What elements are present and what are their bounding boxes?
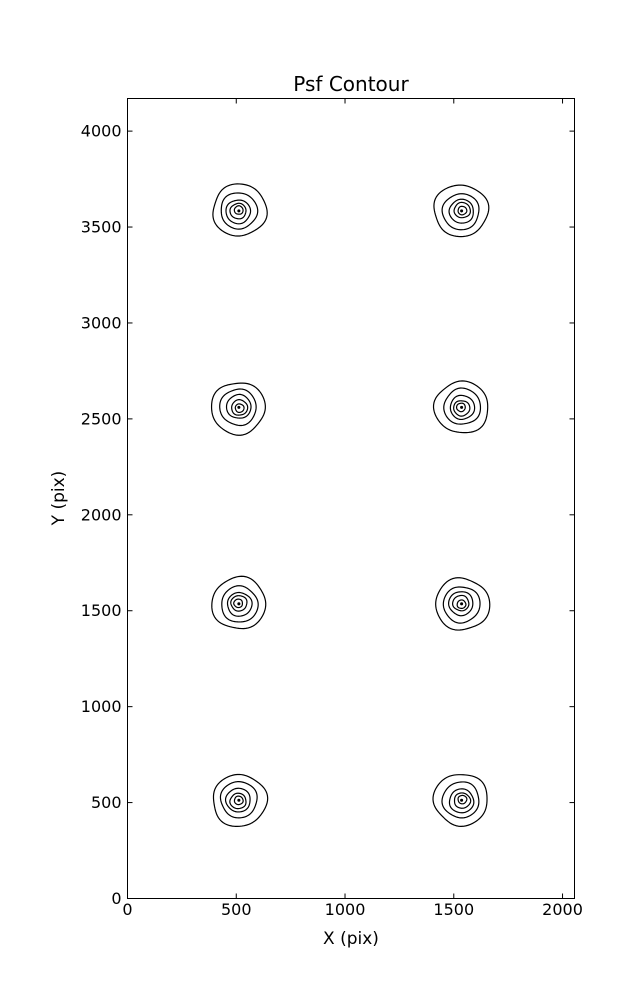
x-tick-label: 1500: [433, 900, 474, 919]
plot-title: Psf Contour: [293, 72, 409, 96]
contour-ring: [453, 400, 471, 417]
contour-ring: [229, 792, 247, 810]
contour-ring: [233, 598, 244, 609]
contour-ring: [441, 781, 480, 819]
y-tick-label: 4000: [81, 122, 122, 141]
psf-contour-cluster: [212, 183, 268, 237]
contour-center-dot: [237, 798, 241, 802]
y-tick-label: 2500: [81, 409, 122, 428]
contour-ring: [453, 792, 472, 809]
contour-ring: [448, 788, 475, 814]
contour-ring: [229, 202, 247, 220]
contour-ring: [225, 199, 252, 225]
x-tick-label: 2000: [542, 900, 583, 919]
contour-center-dot: [237, 405, 241, 409]
contour-ring: [225, 393, 252, 419]
y-tick-label: 1000: [81, 697, 122, 716]
contour-center-dot: [460, 798, 464, 802]
contour-ring: [211, 575, 267, 630]
psf-contour-cluster: [435, 577, 491, 631]
contour-ring: [457, 794, 468, 805]
contour-ring: [226, 591, 253, 617]
contour-ring: [219, 388, 257, 427]
psf-contour-cluster: [212, 773, 269, 827]
contour-ring: [234, 403, 245, 414]
contour-ring: [441, 193, 480, 231]
y-tick-label: 3500: [81, 218, 122, 237]
contour-center-dot: [237, 602, 241, 606]
contour-ring: [432, 380, 489, 434]
contour-ring: [448, 198, 474, 224]
contour-ring: [432, 774, 488, 827]
y-axis-label: Y (pix): [49, 471, 69, 527]
contour-ring: [456, 599, 467, 609]
contour-center-dot: [460, 602, 464, 606]
psf-contour-cluster: [432, 380, 489, 434]
y-tick-label: 3000: [81, 313, 122, 332]
contour-ring: [448, 591, 474, 617]
contour-ring: [435, 577, 491, 631]
y-tick-label: 0: [111, 889, 121, 908]
contour-ring: [233, 795, 244, 806]
contour-ring: [455, 402, 466, 413]
contour-center-dot: [460, 209, 464, 213]
y-tick-label: 2000: [81, 505, 122, 524]
contour-ring: [231, 399, 249, 416]
y-tick-label: 1500: [81, 601, 122, 620]
plot-generated-layer: 0 500 1000 1500 2000 0 500 1000 1500 2000 2500 3000…: [81, 98, 583, 919]
contour-ring: [210, 382, 266, 436]
contour-ring: [219, 781, 258, 819]
x-tick-label: 1000: [325, 900, 366, 919]
contour-ring: [230, 595, 248, 612]
x-axis-label: X (pix): [323, 929, 379, 949]
contour-ring: [224, 787, 251, 813]
contour-ring: [457, 205, 468, 216]
x-tick-label: 0: [122, 900, 132, 919]
contour-ring: [221, 585, 259, 623]
contour-ring: [453, 201, 471, 219]
contour-ring: [449, 394, 476, 421]
contour-ring: [212, 773, 269, 827]
x-tick-label: 500: [221, 900, 252, 919]
psf-contour-cluster: [432, 774, 488, 827]
psf-contour-cluster: [211, 575, 267, 630]
axes-frame: [127, 98, 575, 899]
contour-ring: [433, 184, 490, 238]
contour-ring: [233, 205, 244, 215]
contour-ring: [220, 192, 259, 230]
contour-ring: [442, 586, 481, 624]
contour-center-dot: [237, 209, 241, 213]
contour-center-dot: [460, 405, 464, 409]
contour-ring: [212, 183, 268, 237]
y-tick-label: 500: [91, 793, 122, 812]
psf-contour-cluster: [210, 382, 266, 436]
psf-contour-cluster: [433, 184, 490, 238]
contour-ring: [452, 594, 470, 612]
contour-ring: [443, 387, 482, 425]
